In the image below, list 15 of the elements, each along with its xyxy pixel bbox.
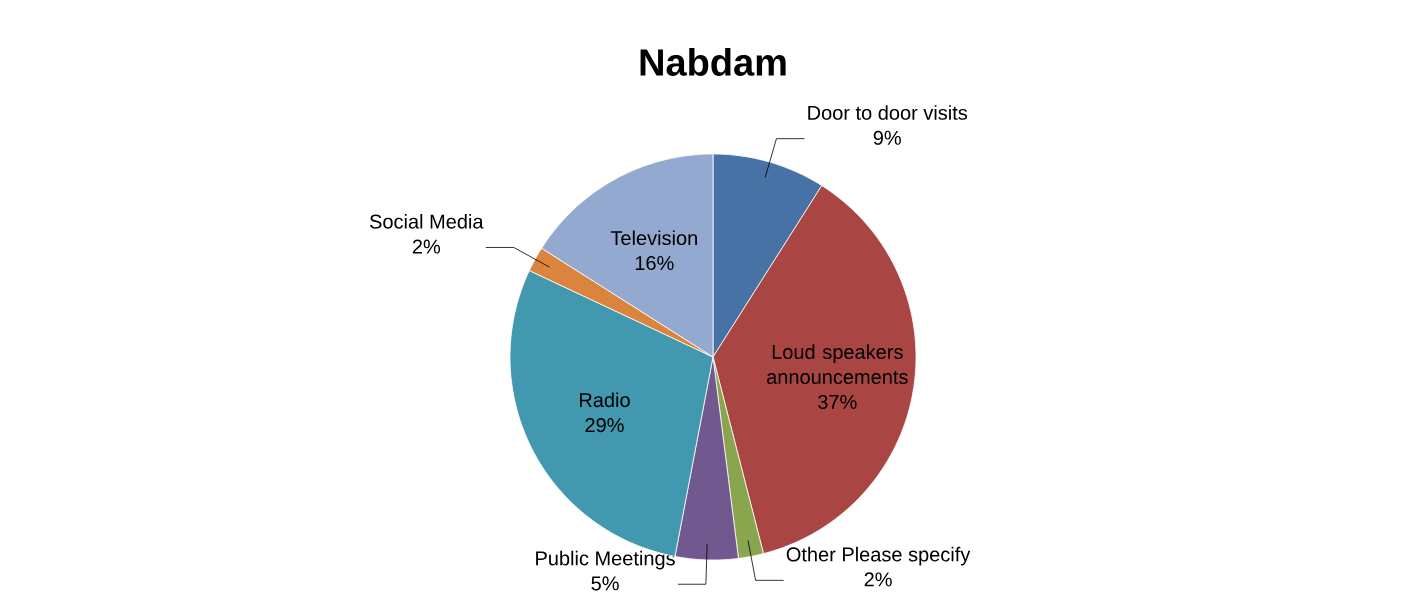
slice-label: Public Meetings [536, 550, 675, 570]
data-label: 37% [818, 394, 857, 410]
slice-label: Loud speakers announcements [767, 344, 908, 385]
slice-label: Door to door visits [808, 105, 968, 120]
data-label: 9% [873, 130, 901, 145]
chart-title: Nabdam [640, 48, 786, 76]
data-label: 2% [412, 239, 441, 254]
slice-label: Other Please specify [786, 546, 971, 566]
slice-label: Radio [580, 392, 630, 408]
slice-label: Television [610, 230, 697, 246]
data-label: 2% [864, 572, 892, 587]
data-label: 29% [585, 417, 624, 433]
data-label: 16% [635, 255, 674, 271]
data-label: 5% [591, 576, 619, 591]
slice-label: Social Media [369, 213, 484, 229]
